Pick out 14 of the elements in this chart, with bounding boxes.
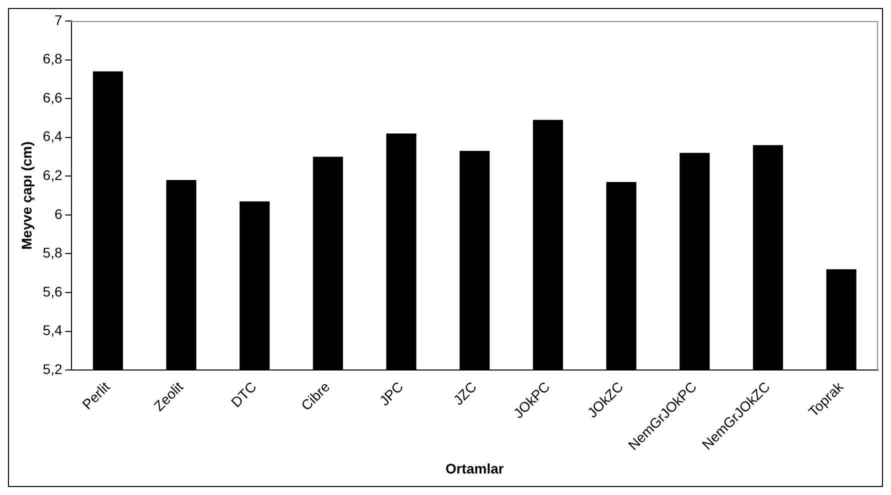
y-tick-label: 6,8	[42, 50, 62, 67]
y-tick-label: 5,2	[42, 360, 62, 377]
y-tick-label: 6,4	[42, 128, 62, 144]
y-tick-label: 5,4	[42, 322, 62, 338]
y-tick-label: 5,6	[42, 283, 62, 300]
y-tick-label: 7	[54, 12, 62, 28]
y-tick-label: 6,6	[42, 89, 62, 106]
x-tick-label: JPC	[376, 378, 406, 409]
x-axis-title: Ortamlar	[445, 460, 504, 476]
y-axis-title: Meyve çapı (cm)	[18, 141, 34, 250]
y-tick-label: 6,2	[42, 167, 62, 183]
x-tick-label: JZC	[450, 378, 480, 408]
y-tick-label: 6	[54, 206, 62, 222]
y-tick-label: 5,8	[42, 244, 62, 261]
